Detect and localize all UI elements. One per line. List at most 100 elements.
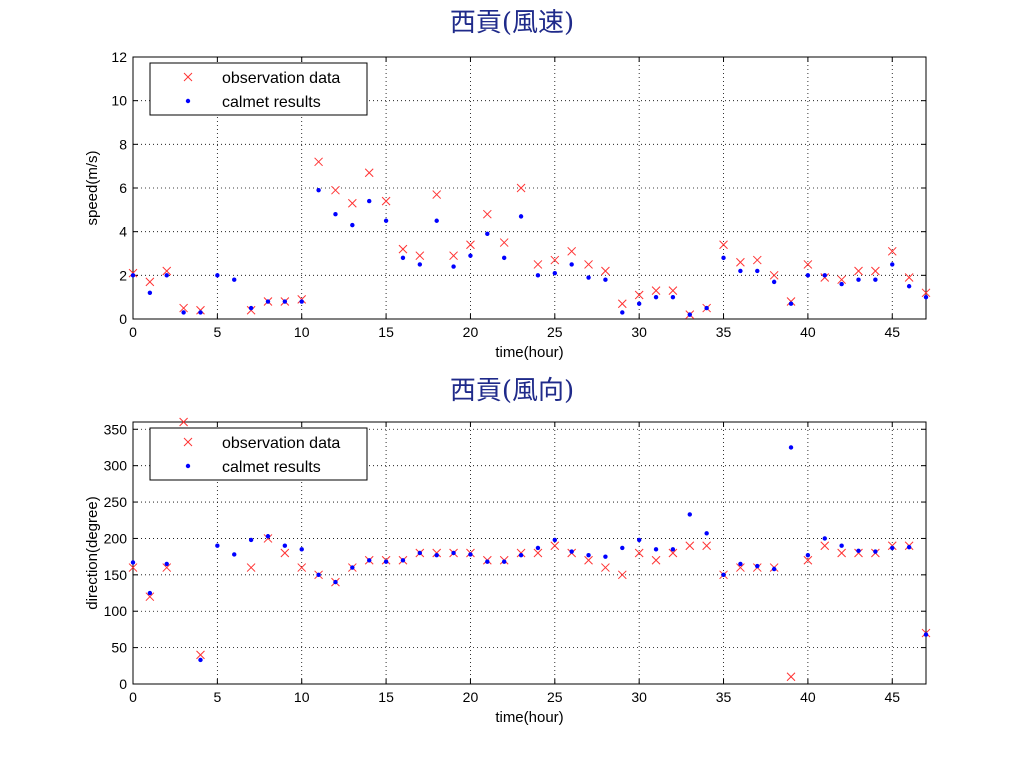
direction-observation-point	[837, 548, 846, 558]
speed-observation-point	[381, 196, 391, 206]
speed-calmet-point	[535, 273, 541, 278]
speed-chart-title: 西貢(風速)	[449, 8, 575, 38]
direction-chart-title: 西貢(風向)	[449, 376, 575, 406]
speed-chart: 0 5 10 15 20 25 30 35 40 45 0 2 4 6 8 10 12 time(hour) spe…	[84, 49, 931, 361]
direction-x-tick-label: 5	[213, 689, 221, 705]
direction-observation-point	[736, 563, 745, 572]
speed-legend: observation data calmet results	[149, 62, 368, 116]
speed-x-tick-label: 40	[800, 324, 816, 340]
speed-observation-point	[752, 255, 762, 265]
speed-calmet-point	[906, 284, 912, 289]
speed-observation-point	[364, 168, 374, 178]
speed-observation-point	[314, 157, 323, 167]
speed-x-tick-label: 10	[294, 324, 310, 340]
speed-legend-label: calmet results	[222, 94, 321, 111]
speed-calmet-point	[181, 310, 186, 315]
speed-calmet-point	[771, 279, 777, 285]
direction-y-axis-label: direction(degree)	[84, 496, 101, 609]
direction-calmet-point	[906, 544, 912, 550]
speed-calmet-point	[485, 231, 490, 237]
direction-legend-label: observation data	[222, 435, 340, 452]
speed-calmet-point	[569, 262, 574, 267]
speed-legend-marker-observation	[183, 72, 193, 82]
direction-observation-point	[702, 541, 712, 551]
speed-calmet-point	[147, 290, 153, 295]
direction-calmet-point	[198, 657, 203, 663]
direction-x-tick-label: 45	[884, 689, 900, 705]
speed-observation-point	[921, 288, 931, 298]
direction-calmet-point	[552, 537, 558, 543]
direction-observation-point	[820, 541, 830, 551]
speed-calmet-point	[198, 310, 203, 315]
direction-calmet-point	[282, 543, 288, 548]
speed-calmet-point	[839, 281, 844, 287]
speed-observation-point	[567, 246, 577, 256]
direction-observation-point	[280, 548, 290, 558]
direction-observation-point	[786, 672, 796, 682]
direction-x-tick-label: 40	[800, 689, 816, 705]
direction-calmet-point	[518, 552, 524, 558]
speed-calmet-point	[501, 255, 507, 261]
direction-calmet-point	[434, 552, 439, 558]
direction-observation-point	[246, 563, 256, 572]
speed-calmet-point	[248, 305, 254, 311]
direction-legend-label: calmet results	[222, 459, 321, 476]
speed-observation-point	[331, 185, 340, 195]
direction-x-tick-label: 20	[463, 689, 479, 705]
direction-calmet-point	[856, 548, 861, 554]
speed-observation-point	[736, 257, 745, 267]
speed-calmet-point	[755, 268, 760, 274]
direction-x-tick-label: 35	[716, 689, 732, 705]
speed-y-axis-label: speed(m/s)	[84, 150, 101, 225]
speed-y-tick-label: 8	[119, 136, 127, 152]
speed-calmet-point	[316, 187, 321, 193]
direction-x-tick-label: 0	[129, 689, 137, 705]
speed-legend-box	[149, 62, 368, 116]
speed-observation-point	[769, 270, 779, 280]
direction-calmet-point	[215, 543, 220, 548]
speed-legend-marker-calmet	[185, 98, 191, 104]
speed-x-tick-label: 5	[213, 324, 221, 340]
speed-calmet-point	[620, 310, 625, 315]
direction-calmet-point	[738, 561, 743, 567]
direction-calmet-point	[873, 549, 878, 554]
direction-calmet-point	[333, 579, 338, 585]
direction-calmet-point	[755, 563, 760, 569]
direction-calmet-point	[636, 537, 642, 543]
speed-observation-point	[634, 290, 644, 300]
speed-y-tick-label: 6	[119, 180, 127, 196]
direction-legend-marker-observation	[183, 437, 193, 447]
direction-observation-point	[634, 548, 644, 558]
speed-calmet-point	[873, 277, 878, 282]
direction-calmet-point	[451, 550, 456, 556]
speed-observation-point	[449, 251, 458, 261]
direction-y-tick-label: 150	[104, 567, 128, 583]
speed-observation-point	[668, 286, 678, 295]
direction-calmet-point	[417, 550, 423, 556]
direction-calmet-point	[923, 632, 929, 637]
speed-observation-point	[887, 246, 897, 256]
speed-observation-point	[854, 266, 863, 276]
direction-calmet-point	[316, 572, 321, 578]
speed-observation-point	[601, 266, 610, 276]
speed-x-tick-label: 45	[884, 324, 900, 340]
speed-calmet-point	[856, 277, 861, 282]
direction-observation-point	[128, 563, 138, 572]
direction-calmet-point	[620, 545, 625, 551]
speed-calmet-point	[704, 305, 709, 311]
direction-calmet-point	[232, 552, 237, 557]
direction-y-tick-label: 300	[104, 458, 128, 474]
direction-calmet-point	[265, 534, 271, 539]
speed-y-tick-label: 4	[119, 224, 127, 240]
speed-x-tick-label: 15	[378, 324, 394, 340]
speed-calmet-point	[451, 264, 456, 269]
direction-calmet-point	[350, 565, 355, 570]
speed-observation-point	[803, 260, 813, 269]
direction-axes-frame	[132, 421, 927, 685]
speed-x-tick-label: 0	[129, 324, 137, 340]
direction-y-tick-label: 100	[104, 603, 128, 619]
direction-calmet-point	[400, 558, 406, 563]
speed-observation-point	[837, 275, 846, 285]
speed-observation-point	[533, 260, 543, 269]
